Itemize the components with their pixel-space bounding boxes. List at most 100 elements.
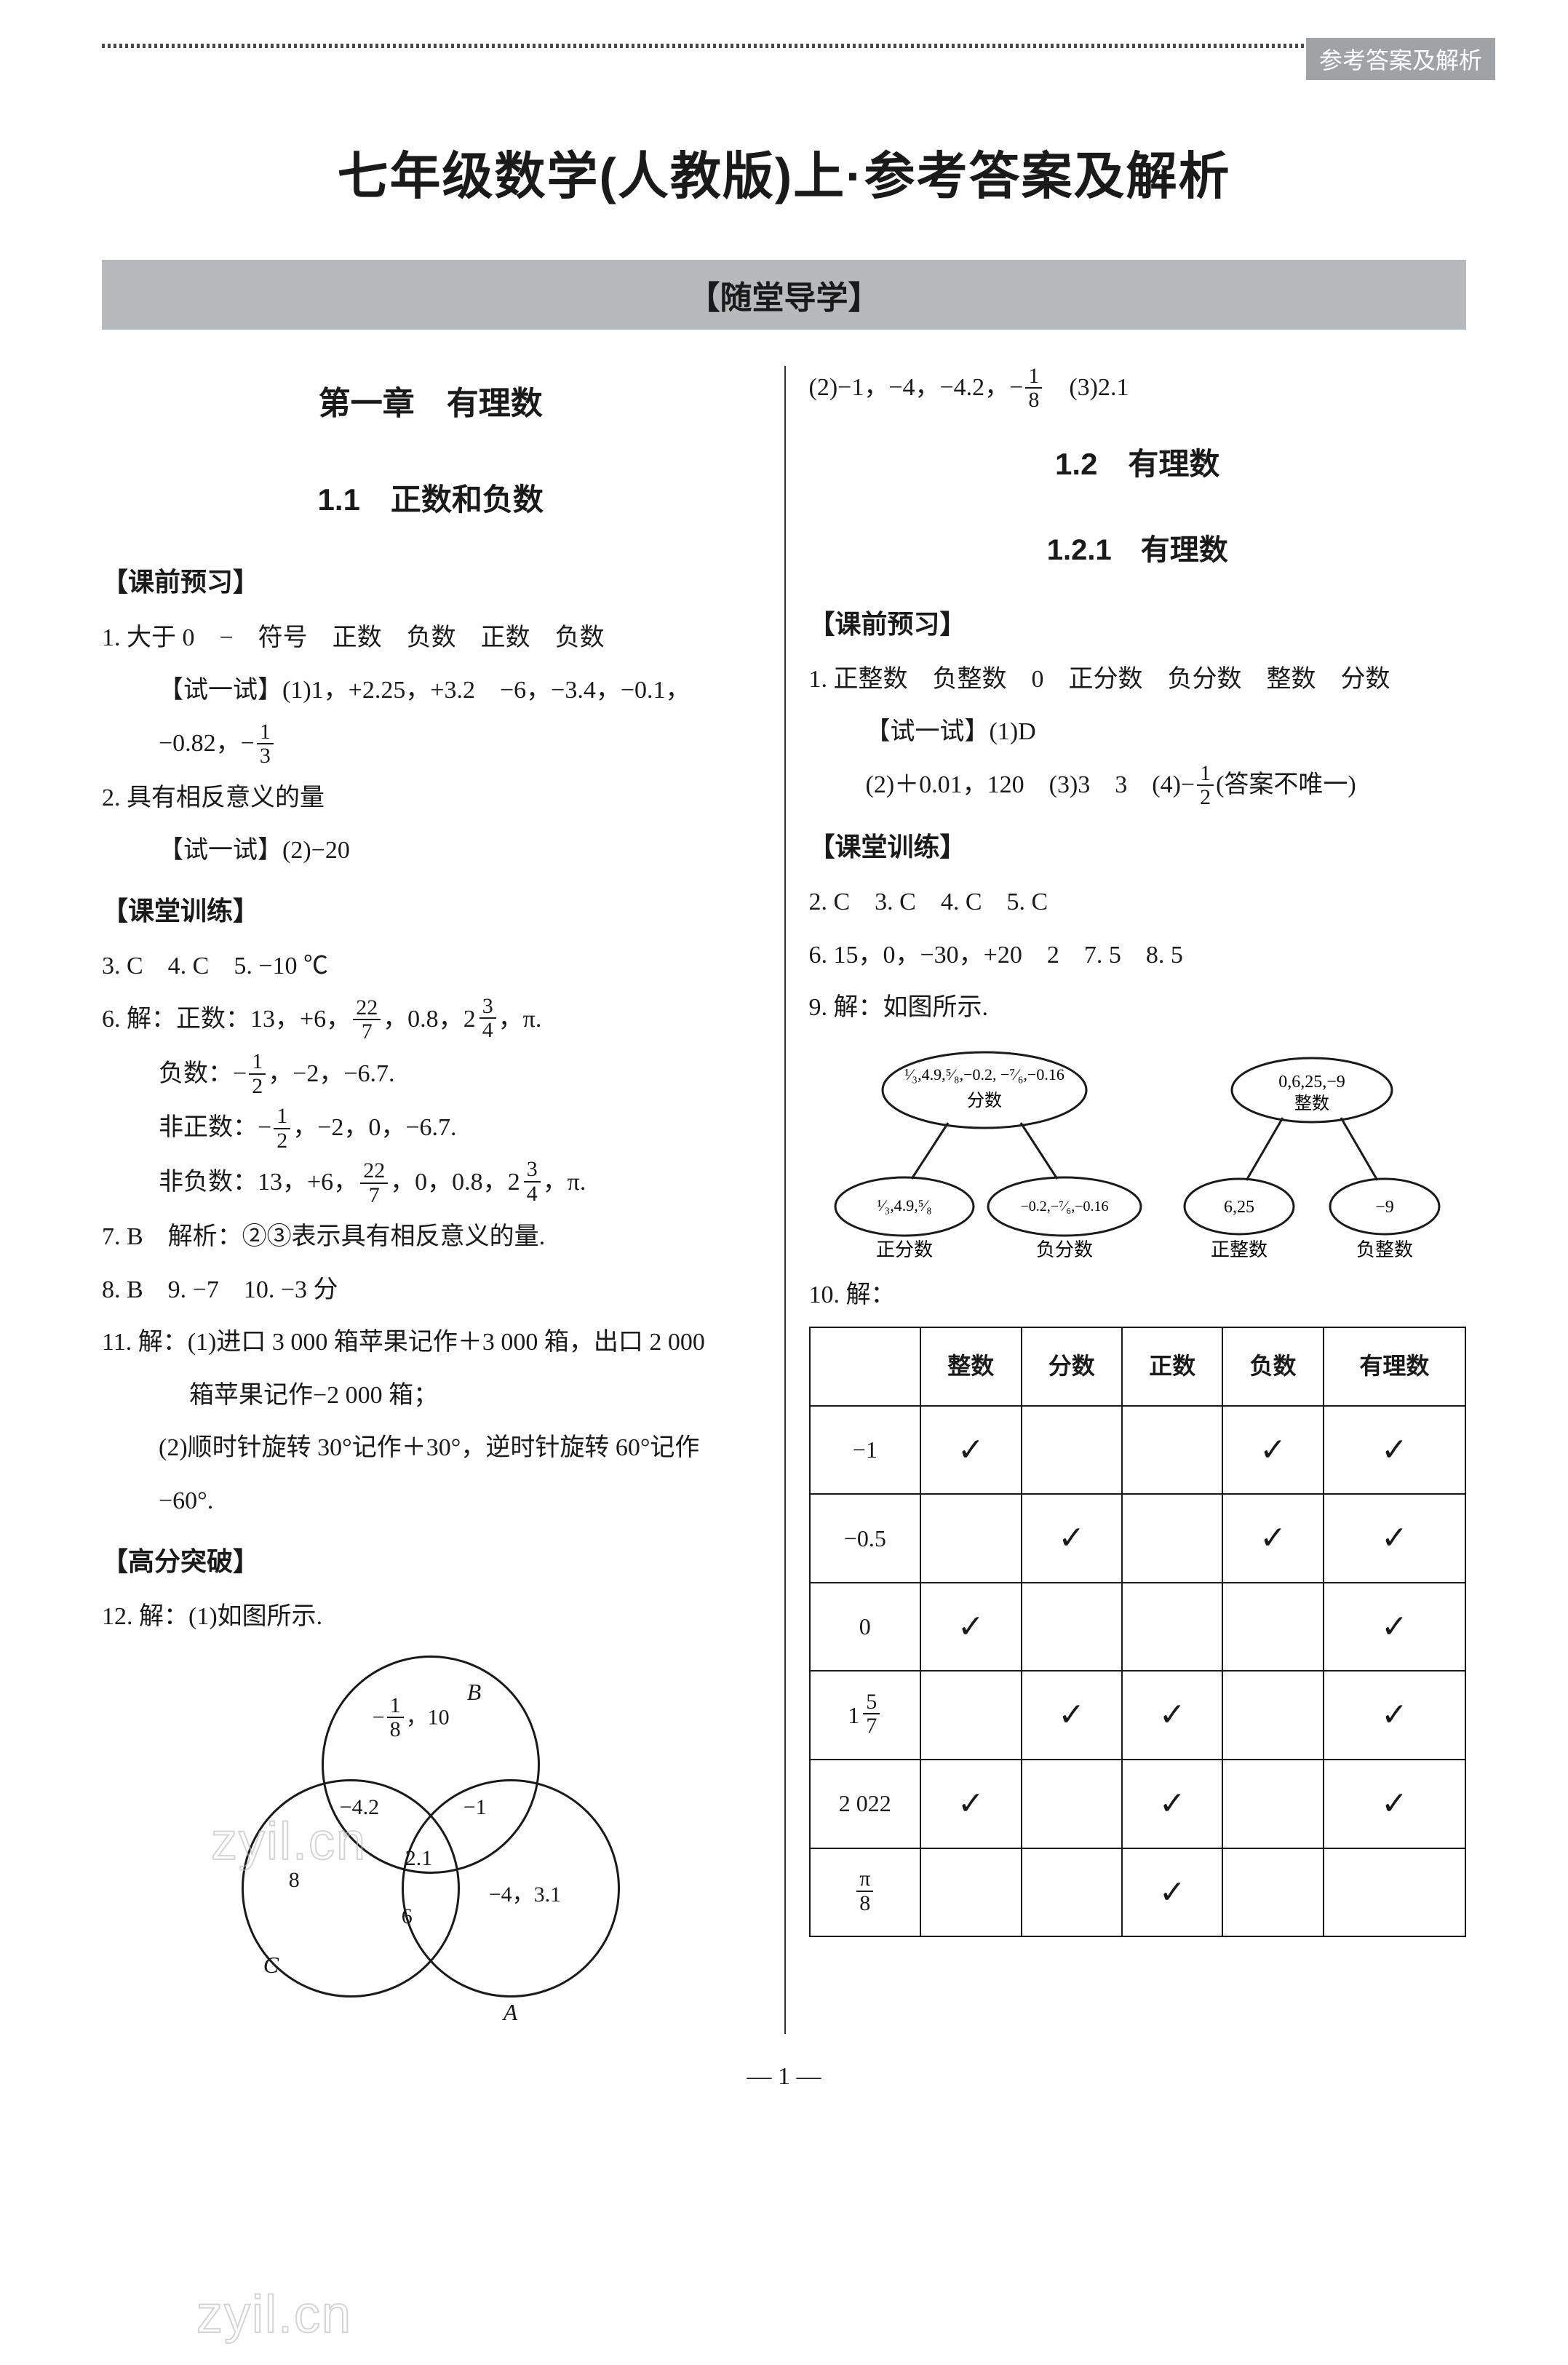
venn-t5: 2.1 [405, 1837, 433, 1879]
tree1-right-label: 负分数 [1036, 1239, 1093, 1260]
item-6-nonneg: 非负数：13，+6，227，0，0.8，234，π. [102, 1159, 760, 1208]
cell: ✓ [920, 1760, 1021, 1848]
tree2-top-label: 整数 [1294, 1094, 1329, 1113]
cell [1222, 1583, 1323, 1672]
text: (答案不唯一) [1216, 771, 1356, 798]
chapter-title: 第一章 有理数 [102, 373, 760, 434]
th-rational: 有理数 [1324, 1327, 1465, 1406]
cell: ✓ [920, 1583, 1021, 1672]
th-fraction: 分数 [1022, 1327, 1122, 1406]
mixed-2-3-4b: 234 [508, 1159, 543, 1207]
r-item-9: 9. 解：如图所示. [809, 985, 1467, 1032]
venn-label-b: B [467, 1670, 482, 1714]
row-label: π8 [810, 1848, 921, 1937]
text: ，0.8， [383, 1006, 463, 1033]
item-12: 12. 解：(1)如图所示. [102, 1594, 760, 1641]
item-1: 1. 大于 0 − 符号 正数 负数 正数 负数 [102, 615, 760, 662]
cell [920, 1671, 1021, 1760]
frac-1-2c: 12 [1197, 762, 1214, 809]
preview-label-r: 【课前预习】 [809, 600, 1467, 649]
venn-label-a: A [504, 1990, 518, 2035]
venn-diagram: B C A −18，10 −4.2 −1 8 2.1 −4，3.1 6 [234, 1655, 627, 2034]
table-row: 0✓✓ [810, 1583, 1466, 1672]
cell [1022, 1848, 1122, 1937]
cell: ✓ [1122, 1848, 1222, 1937]
item-6-nonpos: 非正数：−12，−2，0，−6.7. [102, 1105, 760, 1153]
cell: ✓ [1324, 1494, 1465, 1583]
section-1-1-title: 1.1 正数和负数 [102, 471, 760, 529]
cell: ✓ [1022, 1671, 1122, 1760]
text: ，π. [498, 1006, 542, 1033]
frac-1-8: 18 [1025, 365, 1042, 412]
page-number: — 1 — [102, 2063, 1466, 2091]
cell [1122, 1583, 1222, 1672]
r-try-2: (2)＋0.01，120 (3)3 3 (4)−12(答案不唯一) [809, 762, 1467, 811]
section-1-2-1-title: 1.2.1 有理数 [809, 522, 1467, 578]
tree1-left-label: 正分数 [876, 1239, 933, 1260]
row-label: −1 [810, 1406, 921, 1495]
cell [1022, 1583, 1122, 1672]
r-item-2-5: 2. C 3. C 4. C 5. C [809, 879, 1467, 926]
item-6-pos: 6. 解：正数：13，+6，227，0.8，234，π. [102, 996, 760, 1045]
th-negative: 负数 [1222, 1327, 1323, 1406]
venn-t6: −4，3.1 [489, 1874, 561, 1915]
cell [920, 1848, 1021, 1937]
item-11b: (2)顺时针旋转 30°记作＋30°，逆时针旋转 60°记作 [102, 1425, 760, 1472]
cell [1122, 1494, 1222, 1583]
frac-22-7b: 227 [360, 1159, 388, 1207]
text: −0.82，− [159, 730, 255, 757]
preview-label: 【课前预习】 [102, 557, 760, 607]
cell: ✓ [1324, 1760, 1465, 1848]
tree1-top-label: 分数 [967, 1091, 1002, 1110]
cell: ✓ [1222, 1494, 1323, 1583]
th-positive: 正数 [1122, 1327, 1222, 1406]
train-label: 【课堂训练】 [102, 886, 760, 936]
cell: ✓ [1324, 1671, 1465, 1760]
table-body: −1✓✓✓−0.5✓✓✓0✓✓157✓✓✓2 022✓✓✓π8✓ [810, 1406, 1466, 1937]
breakthrough-label: 【高分突破】 [102, 1537, 760, 1586]
tree-fractions: ¹⁄₃,4.9,⁵⁄₈,−0.2, −⁷⁄₆,−0.16 分数 ¹⁄₃,4.9,… [824, 1046, 1145, 1265]
table-row: −0.5✓✓✓ [810, 1494, 1466, 1583]
cell: ✓ [1222, 1406, 1323, 1495]
tree1-right: −0.2,−⁷⁄₆,−0.16 [1021, 1199, 1109, 1215]
row-label: 2 022 [810, 1760, 921, 1848]
text: 非负数：13，+6， [159, 1169, 358, 1196]
tree-integers: 0,6,25,−9 整数 6,25 −9 正整数 负整数 [1174, 1046, 1450, 1265]
tree1-left: ¹⁄₃,4.9,⁵⁄₈ [877, 1196, 932, 1215]
text: 6. 解：正数：13，+6， [102, 1006, 351, 1033]
table-row: π8 ✓ [810, 1848, 1466, 1937]
right-column: (2)−1，−4，−4.2，−18 (3)2.1 1.2 有理数 1.2.1 有… [784, 359, 1467, 2034]
section-1-2-title: 1.2 有理数 [809, 435, 1467, 493]
venn-t4: 8 [289, 1859, 300, 1901]
cell: ✓ [1022, 1494, 1122, 1583]
item-1-try: 【试一试】(1)1，+2.25，+3.2 −6，−3.4，−0.1， [102, 667, 760, 715]
text: (2)−1，−4，−4.2，− [809, 374, 1024, 401]
item-11a-cont: 箱苹果记作−2 000 箱； [102, 1372, 760, 1420]
text: 负数：− [159, 1060, 247, 1087]
text: ，−2，0，−6.7. [292, 1114, 456, 1141]
venn-t1: −18，10 [373, 1696, 450, 1743]
venn-t2: −4.2 [340, 1786, 379, 1828]
cell [1222, 1671, 1323, 1760]
main-title: 七年级数学(人教版)上·参考答案及解析 [102, 135, 1466, 209]
cell: ✓ [1122, 1760, 1222, 1848]
text: (2)＋0.01，120 (3)3 3 (4)− [866, 771, 1195, 798]
item-3-5: 3. C 4. C 5. −10 ℃ [102, 943, 760, 990]
tree2-top: 0,6,25,−9 [1278, 1073, 1345, 1092]
item-11a: 11. 解：(1)进口 3 000 箱苹果记作＋3 000 箱，出口 2 000 [102, 1319, 760, 1367]
cell [1022, 1760, 1122, 1848]
page: 参考答案及解析 七年级数学(人教版)上·参考答案及解析 【随堂导学】 第一章 有… [0, 0, 1568, 2149]
item-6-neg: 负数：−12，−2，−6.7. [102, 1051, 760, 1100]
th-integer: 整数 [920, 1327, 1021, 1406]
text: 非正数：− [159, 1114, 271, 1141]
item-2-try: 【试一试】(2)−20 [102, 827, 760, 875]
venn-t7: 6 [402, 1896, 413, 1937]
table-header-row: 整数 分数 正数 负数 有理数 [810, 1327, 1466, 1406]
tree2-right: −9 [1375, 1198, 1394, 1217]
train-label-r: 【课堂训练】 [809, 822, 1467, 872]
th-blank [810, 1327, 921, 1406]
frac-1-3: 13 [257, 720, 274, 768]
cell [1122, 1406, 1222, 1495]
cell [1022, 1406, 1122, 1495]
try-label: 【试一试】 [159, 677, 282, 704]
